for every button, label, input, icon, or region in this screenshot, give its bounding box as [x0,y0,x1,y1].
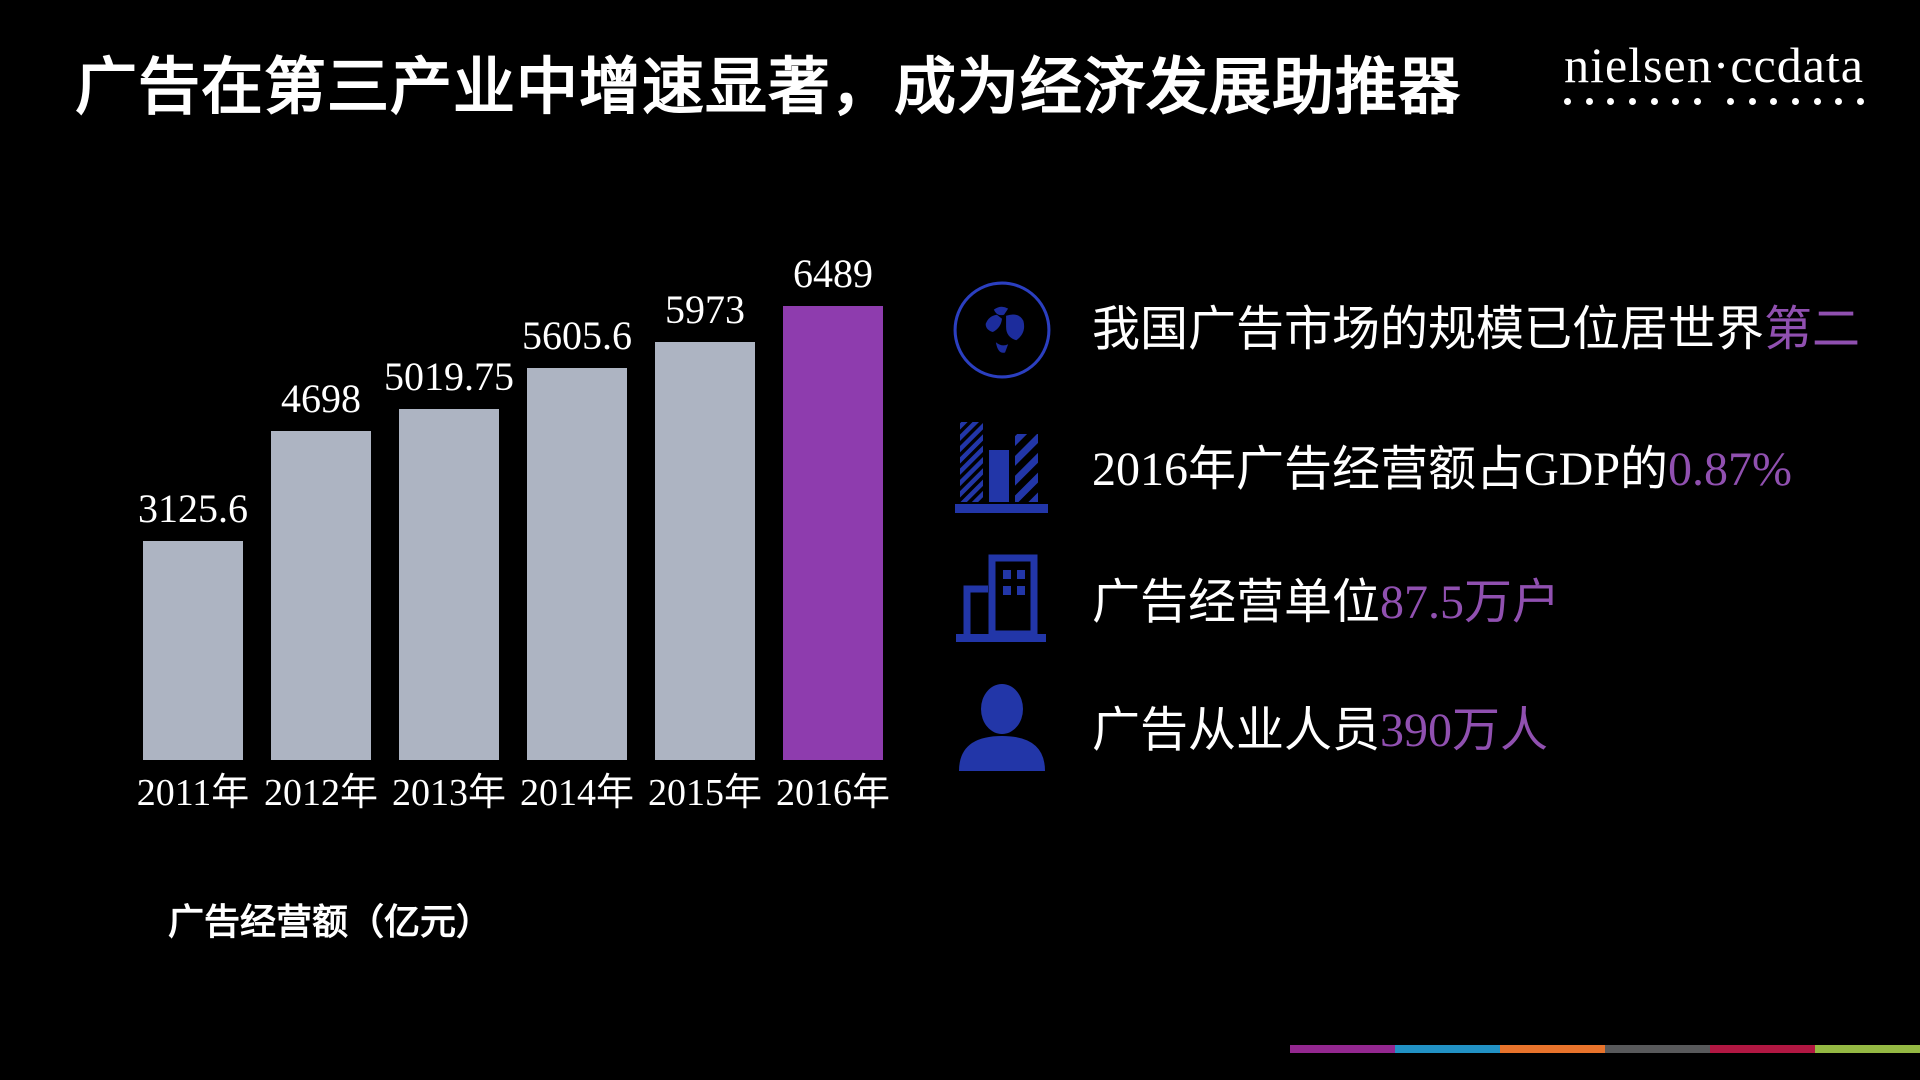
building-icon [950,551,1054,655]
footer-color-strip [1290,1045,1920,1053]
logo-dot [1792,98,1799,105]
logo-dot [1835,98,1843,105]
logo-text: nielsen·ccdata [1564,37,1864,93]
x-axis-label: 2012年 [264,772,379,814]
fact-text: 2016年广告经营额占GDP的0.87% [1092,442,1793,497]
globe-icon [950,278,1054,382]
nielsen-ccdata-logo: nielsen·ccdata [1564,40,1864,105]
bar [655,342,755,760]
fact-row: 2016年广告经营额占GDP的0.87% [950,418,1792,522]
logo-dot-group [1564,98,1701,105]
fact-text-white: 2016年广告经营额占GDP的 [1092,442,1669,496]
bar-chart: 3125.6 2011年 4698 2012年 5019.75 2013年 5605.6 20… [137,251,890,813]
bar [399,409,499,760]
bar-value-label: 5973 [665,287,745,332]
fact-text: 广告从业人员390万人 [1092,703,1549,758]
logo-dot [1856,98,1864,105]
bar-value-label: 4698 [281,376,361,421]
logo-dot [1770,98,1778,105]
x-axis-label: 2011年 [136,772,250,814]
bar [271,431,371,760]
bar [783,306,883,760]
logo-dot [1564,98,1572,105]
fact-row: 我国广告市场的规模已位居世界第二 [950,278,1860,382]
strip-segment [1605,1045,1710,1053]
bar-column: 3125.6 2011年 [137,489,250,813]
bar-column: 5973 2015年 [648,287,762,813]
logo-dot [1672,98,1680,105]
bar-value-label: 5605.6 [522,313,632,358]
bar-value-label: 5019.75 [384,354,514,399]
logo-dot [1607,98,1615,105]
bar-column: 5019.75 2013年 [384,357,514,813]
bar-column: 5605.6 2014年 [520,316,634,813]
fact-row: 广告经营单位87.5万户 [950,551,1560,655]
x-axis-label: 2014年 [520,772,635,814]
fact-row: 广告从业人员390万人 [950,679,1548,783]
person-icon [950,679,1054,783]
fact-highlight: 0.87% [1668,442,1793,496]
fact-text-white: 广告经营单位 [1092,575,1381,629]
chart-caption: 广告经营额（亿元） [168,901,493,942]
logo-dot [1748,98,1756,105]
logo-dot [1813,98,1821,105]
bar-value-label: 3125.6 [138,486,248,531]
logo-dotted-underline [1564,98,1864,105]
bar [143,541,243,760]
x-axis-label: 2016年 [776,772,891,814]
logo-dot [1650,98,1658,105]
bar-column: 4698 2012年 [264,376,378,813]
bar-chart-icon [950,418,1054,522]
fact-text-white: 我国广告市场的规模已位居世界 [1092,302,1765,356]
logo-dot [1585,98,1593,105]
strip-segment [1500,1045,1605,1053]
x-axis-label: 2013年 [392,772,507,814]
strip-segment [1710,1045,1815,1053]
fact-highlight: 87.5万户 [1380,575,1561,629]
fact-highlight: 390万人 [1380,703,1549,757]
x-axis-label: 2015年 [648,772,763,814]
strip-segment [1290,1045,1395,1053]
slide-title: 广告在第三产业中增速显著，成为经济发展助推器 [75,53,1462,122]
logo-dot [1629,98,1637,105]
strip-segment [1815,1045,1920,1053]
fact-highlight: 第二 [1764,302,1861,356]
fact-text: 广告经营单位87.5万户 [1092,575,1561,630]
strip-segment [1395,1045,1500,1053]
bar [527,368,627,760]
logo-dot [1694,98,1701,105]
fact-text-white: 广告从业人员 [1092,703,1381,757]
bar-value-label: 6489 [793,251,873,296]
logo-dot [1727,98,1735,105]
logo-dot-group [1727,98,1864,105]
bar-column: 6489 2016年 [776,251,890,813]
fact-text: 我国广告市场的规模已位居世界第二 [1092,302,1861,357]
